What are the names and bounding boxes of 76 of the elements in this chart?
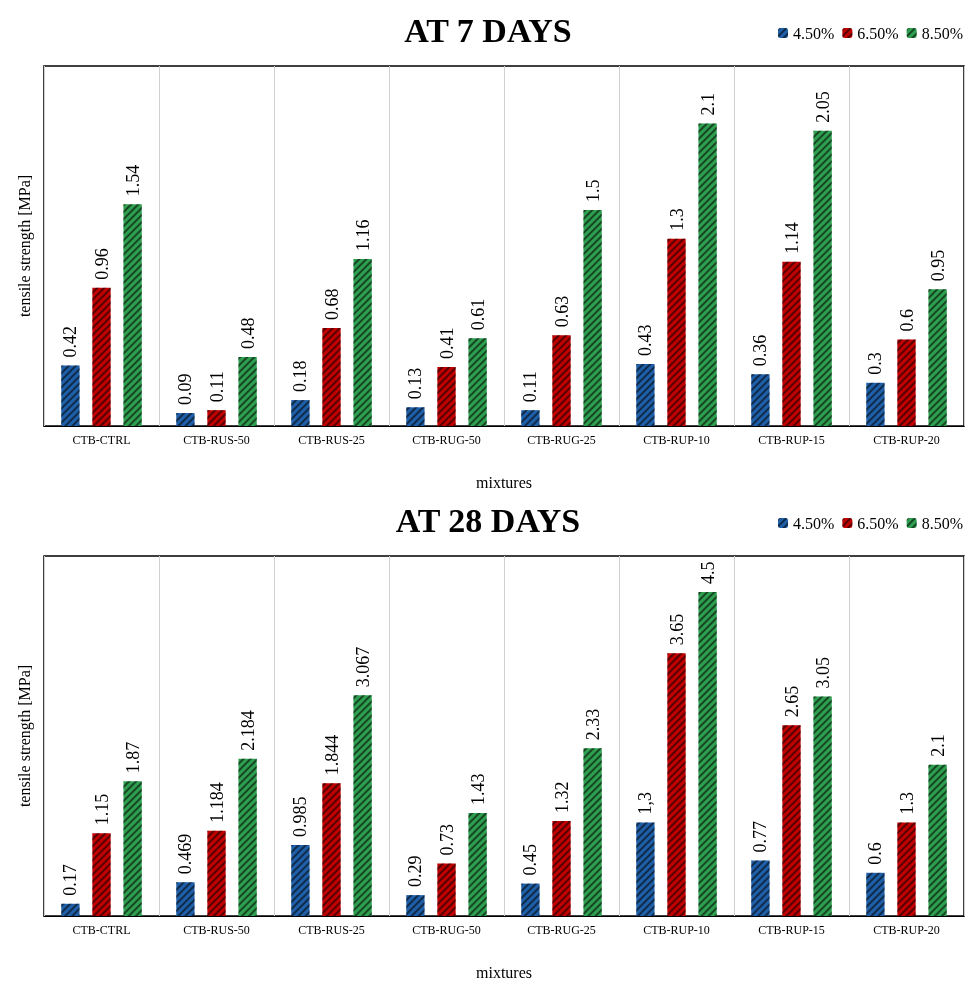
data-label: 1.14 bbox=[781, 222, 802, 254]
data-label: 0.77 bbox=[750, 821, 771, 853]
data-label: 0.95 bbox=[927, 249, 948, 282]
data-label: 1,3 bbox=[635, 791, 656, 815]
data-label: 0.6 bbox=[865, 842, 886, 865]
data-label: 0.09 bbox=[175, 373, 196, 406]
legend-label: 4.50% bbox=[793, 24, 835, 42]
data-label: 1.43 bbox=[467, 773, 488, 806]
x-tick-label: CTB-CTRL bbox=[72, 433, 131, 447]
x-tick-label: CTB-RUS-25 bbox=[298, 433, 365, 447]
data-label: 0.11 bbox=[520, 371, 541, 403]
data-label: 0.45 bbox=[520, 844, 541, 876]
data-label: 0.3 bbox=[865, 352, 886, 375]
x-tick-label: CTB-RUS-50 bbox=[183, 433, 250, 447]
data-label: 0.43 bbox=[635, 324, 656, 357]
x-axis-title: mixtures bbox=[476, 963, 532, 981]
data-label: 2.65 bbox=[781, 685, 802, 718]
data-label: 1.184 bbox=[206, 782, 227, 823]
x-axis-title: mixtures bbox=[476, 473, 532, 491]
x-tick-label: CTB-RUS-50 bbox=[183, 923, 250, 937]
data-label: 1.3 bbox=[896, 791, 917, 815]
data-label: 1.5 bbox=[582, 179, 603, 202]
data-label: 0.18 bbox=[290, 360, 311, 393]
data-label: 0.68 bbox=[321, 288, 342, 321]
data-label: 2.1 bbox=[697, 93, 718, 116]
x-tick-label: CTB-RUG-25 bbox=[527, 923, 596, 937]
data-label: 1.16 bbox=[352, 219, 373, 251]
data-label: 0.13 bbox=[405, 367, 426, 400]
x-tick-label: CTB-RUP-20 bbox=[873, 433, 940, 447]
data-label: 0.469 bbox=[175, 833, 196, 875]
data-label: 1.844 bbox=[321, 734, 342, 776]
x-tick-label: CTB-RUP-15 bbox=[758, 923, 825, 937]
legend-label: 8.50% bbox=[921, 514, 963, 532]
x-tick-label: CTB-RUG-50 bbox=[412, 923, 481, 937]
data-label: 0.73 bbox=[436, 823, 457, 856]
data-label: 1.87 bbox=[122, 741, 143, 774]
data-label: 2.1 bbox=[927, 734, 948, 757]
x-tick-label: CTB-RUP-10 bbox=[643, 923, 710, 937]
x-tick-label: CTB-RUP-15 bbox=[758, 433, 825, 447]
data-label: 0.48 bbox=[237, 317, 258, 349]
x-tick-label: CTB-CTRL bbox=[72, 923, 131, 937]
data-label: 0.63 bbox=[551, 295, 572, 328]
data-label: 2.184 bbox=[237, 710, 258, 751]
data-label: 3.067 bbox=[352, 646, 373, 688]
data-label: 0.17 bbox=[60, 864, 81, 896]
legend-label: 6.50% bbox=[857, 514, 899, 532]
data-label: 3.65 bbox=[666, 613, 687, 646]
data-label: 0.41 bbox=[436, 327, 457, 359]
x-tick-label: CTB-RUG-50 bbox=[412, 433, 481, 447]
chart-title: AT 28 DAYS bbox=[395, 501, 581, 539]
x-tick-label: CTB-RUG-25 bbox=[527, 433, 596, 447]
data-label: 0.36 bbox=[750, 334, 771, 367]
legend-label: 8.50% bbox=[921, 24, 963, 42]
chart-title: AT 7 DAYS bbox=[404, 11, 572, 49]
y-axis-title: tensile strength [MPa] bbox=[15, 174, 34, 318]
data-label: 0.42 bbox=[60, 326, 81, 358]
data-label: 0.61 bbox=[467, 298, 488, 331]
data-label: 1.32 bbox=[551, 781, 572, 813]
data-label: 2.05 bbox=[812, 91, 833, 123]
x-tick-label: CTB-RUP-20 bbox=[873, 923, 940, 937]
data-label: 0.6 bbox=[896, 309, 917, 332]
data-label: 3.05 bbox=[812, 656, 833, 689]
data-label: 1.3 bbox=[666, 208, 687, 231]
x-tick-label: CTB-RUP-10 bbox=[643, 433, 710, 447]
x-tick-label: CTB-RUS-25 bbox=[298, 923, 365, 937]
legend-label: 4.50% bbox=[793, 514, 835, 532]
data-label: 0.96 bbox=[91, 248, 112, 280]
y-axis-title: tensile strength [MPa] bbox=[15, 664, 34, 808]
data-label: 0.29 bbox=[405, 855, 426, 888]
data-label: 1.54 bbox=[122, 164, 143, 197]
data-label: 4.5 bbox=[697, 561, 718, 584]
data-label: 0.985 bbox=[290, 796, 311, 838]
legend-label: 6.50% bbox=[857, 24, 899, 42]
data-label: 2.33 bbox=[582, 708, 603, 741]
data-label: 0.11 bbox=[206, 371, 227, 403]
data-label: 1.15 bbox=[91, 793, 112, 826]
